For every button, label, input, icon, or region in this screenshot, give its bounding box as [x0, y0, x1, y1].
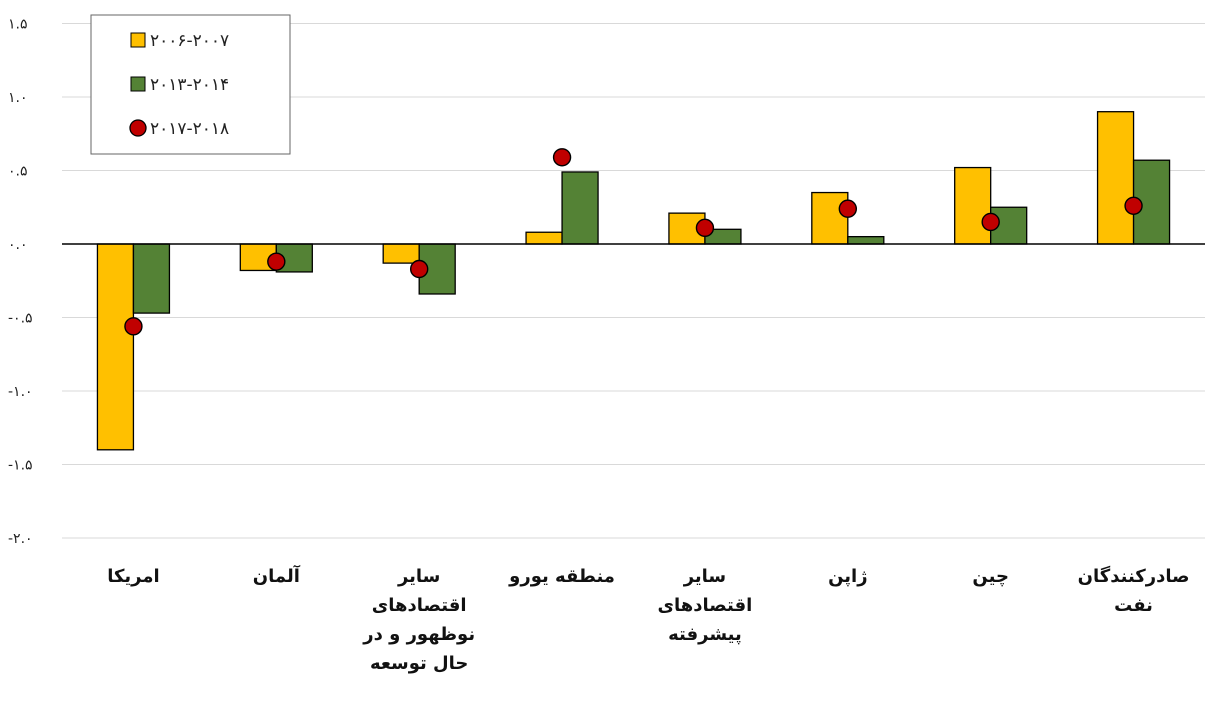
bar-series1 — [954, 166, 992, 245]
bar-series2 — [561, 171, 599, 245]
y-tick-label: -۱.۵ — [8, 458, 33, 474]
bar-series2 — [132, 243, 171, 314]
legend-swatch — [129, 119, 147, 137]
y-tick-label: ۱.۰ — [8, 90, 28, 106]
category-label: چین — [972, 566, 1009, 587]
category-label: سایر — [397, 566, 440, 587]
category-label: منطقه یورو — [508, 566, 615, 587]
category-label: صادرکنندگان — [1078, 565, 1190, 587]
marker-point — [409, 259, 429, 279]
legend-label: ۲۰۰۶-۲۰۰۷ — [150, 31, 229, 51]
marker-point — [267, 252, 286, 271]
bar-series2 — [847, 235, 885, 245]
legend-box — [90, 14, 291, 155]
bar-series1 — [525, 231, 563, 245]
category-label: حال توسعه — [370, 653, 468, 674]
y-axis-tick-labels: ۱.۵ ۱.۰ ۰.۵ ۰.۰ -۰.۵ -۱.۰ -۱.۵ -۲.۰ — [8, 17, 33, 548]
category-label: نوظهور و در — [362, 624, 475, 645]
y-tick-label: ۰.۰ — [8, 237, 28, 253]
category-label: پیشرفته — [668, 624, 742, 645]
category-label: نفت — [1114, 595, 1153, 616]
legend-swatch — [130, 32, 146, 48]
marker-point — [124, 317, 143, 336]
y-tick-label: -۰.۵ — [8, 311, 33, 327]
bars — [96, 111, 1171, 451]
bar-series1 — [96, 243, 135, 451]
category-label: امریکا — [107, 566, 160, 587]
marker-point — [981, 212, 1000, 232]
bar-series1 — [1096, 111, 1135, 245]
marker-point — [1124, 196, 1143, 215]
category-labels: امریکا آلمان سایر اقتصادهای نوظهور و در حال ت… — [107, 564, 1189, 674]
bar-series1 — [811, 191, 849, 245]
y-tick-label: ۱.۵ — [8, 17, 28, 33]
category-label: آلمان — [253, 564, 301, 587]
markers — [124, 148, 1143, 336]
y-tick-label: -۱.۰ — [8, 384, 33, 400]
y-tick-label: -۲.۰ — [8, 531, 33, 547]
legend-label: ۲۰۱۳-۲۰۱۴ — [150, 75, 229, 95]
category-label: سایر — [683, 566, 726, 587]
category-label: اقتصادهای — [372, 595, 467, 616]
marker-point — [695, 218, 715, 238]
bar-series1 — [382, 243, 420, 264]
category-label: اقتصادهای — [658, 595, 753, 616]
marker-point — [838, 199, 858, 218]
category-label: ژاپن — [828, 566, 868, 587]
legend-label: ۲۰۱۷-۲۰۱۸ — [150, 119, 229, 139]
legend-swatch — [130, 76, 146, 92]
y-tick-label: ۰.۵ — [8, 164, 28, 180]
legend: ۲۰۰۶-۲۰۰۷ ۲۰۱۳-۲۰۱۴ ۲۰۱۷-۲۰۱۸ — [90, 14, 291, 155]
marker-point — [552, 148, 572, 167]
